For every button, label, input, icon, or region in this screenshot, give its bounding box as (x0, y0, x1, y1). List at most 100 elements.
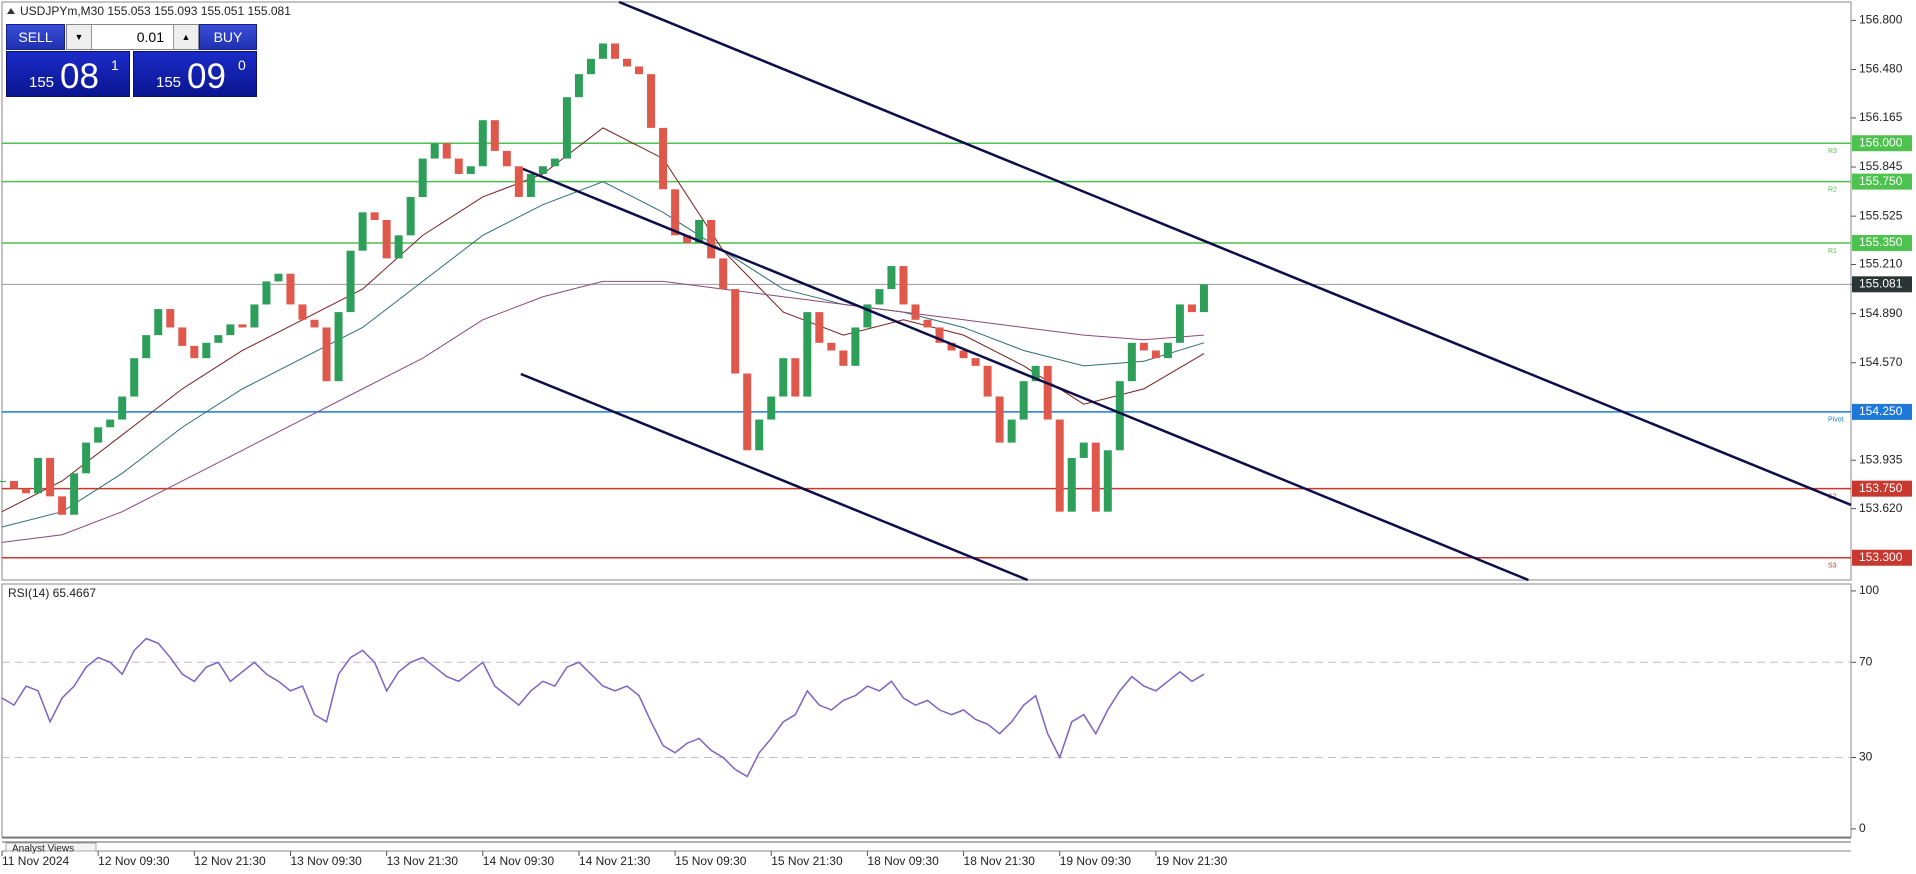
lot-down[interactable]: ▼ (67, 25, 92, 49)
x-tick-label: 15 Nov 09:30 (675, 854, 747, 868)
x-tick-label: 18 Nov 21:30 (964, 854, 1036, 868)
candle (370, 212, 379, 220)
level-tag: R2 (1828, 186, 1837, 193)
current-price-box (1852, 276, 1912, 293)
y-tick-label: 153.935 (1859, 452, 1903, 466)
rsi-title: RSI(14) 65.4667 (8, 586, 96, 600)
candle (779, 358, 788, 397)
menu-arrow[interactable] (7, 8, 15, 14)
candle (322, 327, 331, 382)
x-tick-label: 13 Nov 21:30 (387, 854, 459, 868)
candle (947, 342, 956, 351)
candle (418, 158, 427, 197)
candle (791, 358, 800, 397)
candle (899, 266, 908, 305)
x-tick-label: 11 Nov 2024 (2, 854, 69, 868)
level-label-box (1852, 549, 1912, 566)
candle (959, 350, 968, 359)
sell-button[interactable]: SELL (6, 24, 65, 50)
level-label: 155.750 (1859, 174, 1903, 188)
candle (358, 212, 367, 251)
candle (82, 442, 91, 474)
candle (0, 480, 6, 482)
candle (142, 335, 151, 359)
candle (935, 327, 944, 343)
candle (1151, 350, 1160, 359)
y-tick-label: 155.525 (1859, 208, 1903, 222)
candle (394, 235, 403, 259)
candle (442, 143, 451, 159)
lot-field[interactable]: ▼ 0.01 ▲ (66, 24, 199, 50)
candle (466, 166, 475, 174)
candle (755, 419, 764, 451)
y-tick-label: 155.210 (1859, 257, 1903, 271)
candle (995, 396, 1004, 443)
level-label: 153.750 (1859, 481, 1903, 495)
candle (1139, 342, 1148, 351)
candle (502, 150, 511, 167)
lot-up[interactable]: ▲ (173, 25, 198, 49)
candle (803, 312, 812, 397)
y-tick-label: 156.480 (1859, 62, 1903, 76)
channel-line (618, 0, 1852, 507)
candle (478, 120, 487, 167)
candle (286, 273, 295, 305)
candle (1115, 381, 1124, 451)
candle (923, 319, 932, 328)
lot-value: 0.01 (136, 29, 164, 45)
candle (683, 235, 692, 244)
candle (454, 158, 463, 174)
rsi-pane (1, 583, 1852, 838)
price-prefix: 155 (156, 74, 182, 91)
candle (863, 304, 872, 328)
candle (406, 196, 415, 236)
moving-average (1, 127, 1205, 513)
channel-line (522, 167, 1529, 582)
candle (1031, 365, 1040, 382)
candle (743, 373, 752, 451)
buy-button[interactable]: BUY (199, 24, 257, 50)
candle (46, 457, 55, 497)
y-tick-label: 155.845 (1859, 159, 1903, 173)
candle (166, 309, 175, 328)
level-label: 154.250 (1859, 404, 1903, 418)
candle (34, 457, 43, 494)
candle (130, 358, 139, 397)
x-tick-label: 14 Nov 21:30 (579, 854, 651, 868)
candle (550, 158, 559, 167)
candle (58, 496, 67, 515)
level-label-box (1852, 403, 1912, 420)
x-tick-label: 14 Nov 09:30 (483, 854, 555, 868)
level-tag: R1 (1828, 248, 1837, 255)
candle (430, 143, 439, 159)
candle (526, 173, 535, 197)
x-tick-label: 15 Nov 21:30 (771, 854, 843, 868)
y-tick-label: 30 (1859, 750, 1873, 764)
price-big: 09 (187, 57, 226, 96)
candle (610, 43, 619, 59)
analyst-views[interactable]: Analyst Views (12, 844, 74, 855)
candle (623, 58, 632, 67)
analyst-views-tab[interactable] (5, 842, 97, 852)
main-pane (1, 1, 1852, 581)
level-tag: R3 (1828, 148, 1837, 155)
candle (731, 289, 740, 374)
x-tick-label: 13 Nov 09:30 (290, 854, 362, 868)
candle (202, 342, 211, 359)
level-tag: S3 (1828, 563, 1837, 570)
x-tick-label: 19 Nov 09:30 (1060, 854, 1132, 868)
candle (262, 281, 271, 305)
y-tick-label: 100 (1859, 583, 1879, 597)
candle (875, 289, 884, 305)
candle (250, 304, 259, 328)
candle (671, 189, 680, 236)
candle (214, 335, 223, 343)
candle (490, 120, 499, 151)
candle (334, 312, 343, 382)
symbol-info: USDJPYm,M30 155.053 155.093 155.051 155.… (20, 4, 291, 18)
sell-price[interactable]: 155 08 1 (6, 51, 130, 97)
y-tick-label: 70 (1859, 654, 1873, 668)
buy-price[interactable]: 155 09 0 (133, 51, 257, 97)
x-tick-label: 12 Nov 21:30 (194, 854, 266, 868)
